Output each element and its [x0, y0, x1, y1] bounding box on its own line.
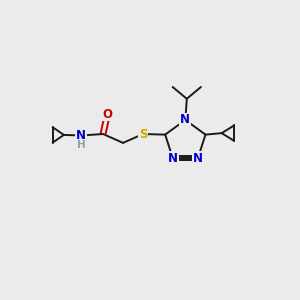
Text: N: N [193, 152, 203, 165]
Text: O: O [103, 107, 112, 121]
Text: S: S [139, 128, 147, 140]
Text: N: N [76, 129, 86, 142]
Text: H: H [76, 140, 85, 150]
Text: N: N [180, 113, 190, 127]
Text: N: N [168, 152, 178, 165]
